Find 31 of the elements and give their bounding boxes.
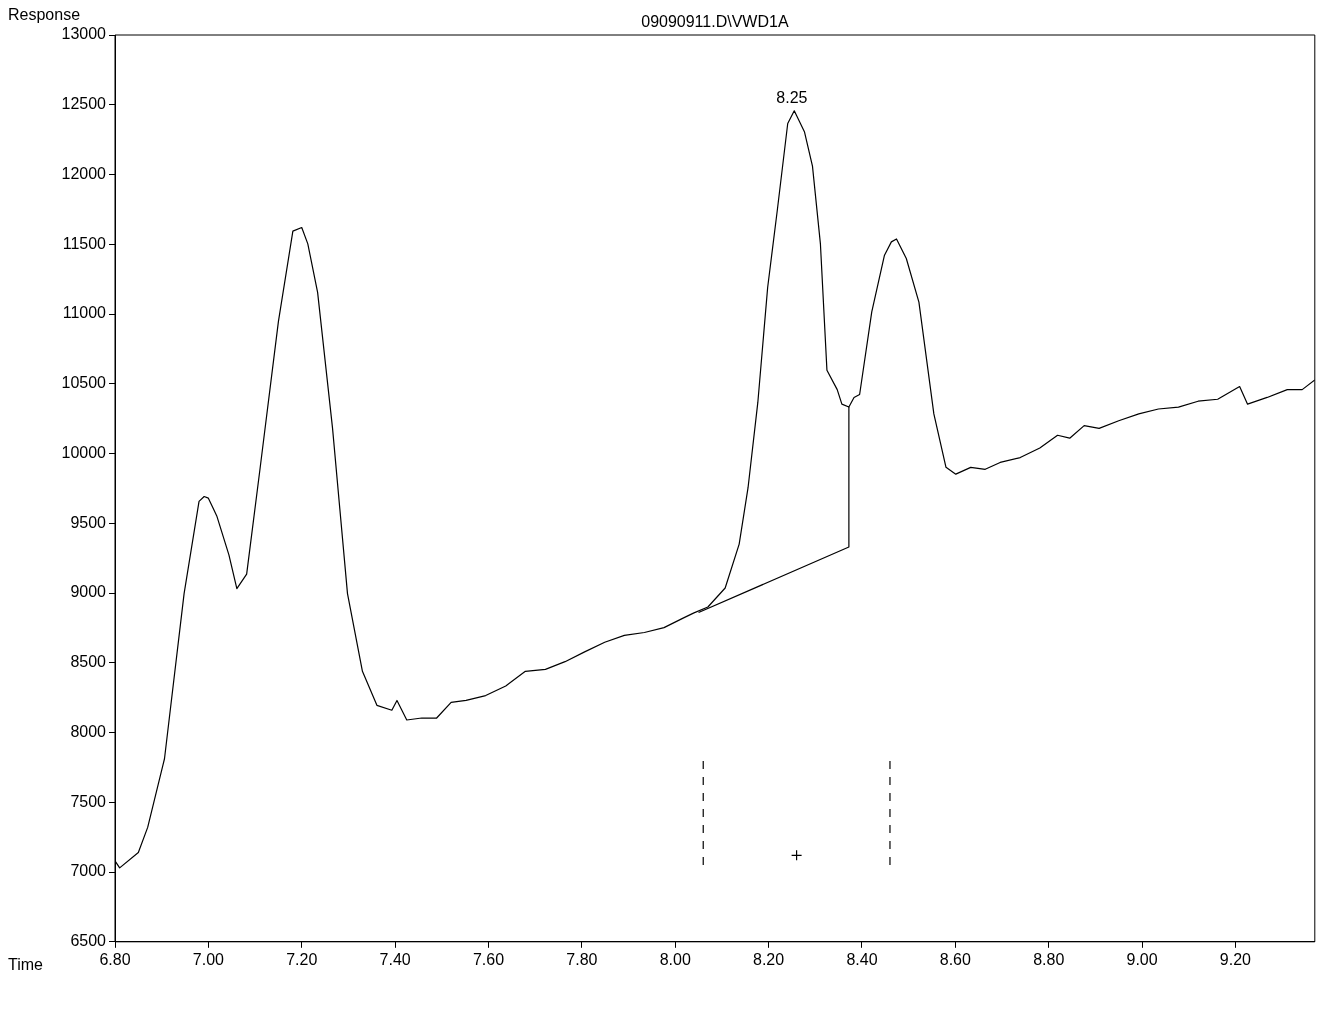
- y-tick-label: 7000: [70, 862, 107, 880]
- x-tick-label: 9.00: [1126, 950, 1158, 968]
- x-tick-label: 8.00: [659, 950, 691, 968]
- x-tick-label: 8.60: [939, 950, 971, 968]
- y-tick-label: 13000: [61, 25, 107, 43]
- y-tick-label: 9500: [70, 513, 107, 531]
- y-axis-title: Response: [8, 6, 81, 24]
- x-tick-label: 7.80: [566, 950, 598, 968]
- x-tick-label: 7.00: [192, 950, 225, 968]
- x-axis-title: Time: [8, 956, 44, 974]
- y-tick-label: 11000: [62, 304, 107, 322]
- y-tick-label: 6500: [70, 932, 107, 950]
- x-tick-label: 8.20: [753, 950, 785, 968]
- x-tick-label: 8.80: [1033, 950, 1065, 968]
- annotation: 8.25: [776, 89, 808, 107]
- y-tick-label: 8500: [70, 653, 107, 671]
- y-tick-label: 12000: [61, 164, 107, 182]
- y-tick-label: 12500: [61, 95, 107, 113]
- x-tick-label: 8.40: [846, 950, 878, 968]
- y-tick-label: 10500: [61, 374, 107, 392]
- chart-title: 09090911.D\VWD1A: [641, 13, 789, 31]
- y-tick-label: 7500: [70, 792, 107, 810]
- x-tick-label: 7.40: [379, 950, 411, 968]
- y-tick-label: 9000: [70, 583, 107, 601]
- y-tick-label: 8000: [70, 722, 107, 740]
- x-tick-label: 9.20: [1219, 950, 1252, 968]
- x-tick-label: 6.80: [99, 950, 131, 968]
- y-tick-label: 10000: [61, 443, 107, 461]
- x-tick-label: 7.20: [286, 950, 318, 968]
- x-tick-label: 7.60: [472, 950, 505, 968]
- y-tick-label: 11500: [62, 234, 107, 252]
